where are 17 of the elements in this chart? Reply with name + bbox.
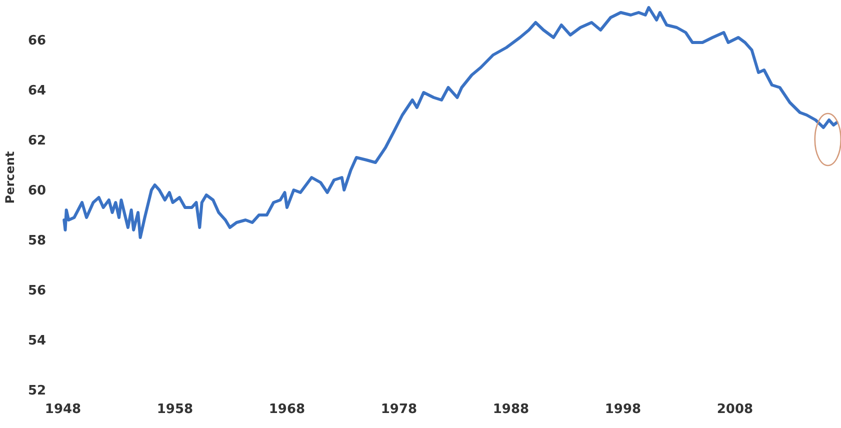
y-tick-label: 62 [28,134,46,149]
y-tick-label: 56 [28,284,46,299]
x-tick-label: 1998 [604,402,642,417]
y-tick-label: 66 [28,34,46,49]
x-tick-label: 1958 [156,402,194,417]
x-tick-label: 1978 [380,402,418,417]
x-tick-label: 2008 [716,402,754,417]
y-axis-title: Percent [3,151,17,204]
y-tick-label: 58 [28,234,46,249]
y-tick-label: 64 [28,84,46,99]
x-tick-label: 1948 [44,402,82,417]
y-tick-label: 52 [28,384,46,399]
x-tick-label: 1988 [492,402,530,417]
x-tick-label: 1968 [268,402,306,417]
y-tick-label: 60 [28,184,46,199]
y-tick-label: 54 [28,334,46,349]
line-series [62,6,838,239]
